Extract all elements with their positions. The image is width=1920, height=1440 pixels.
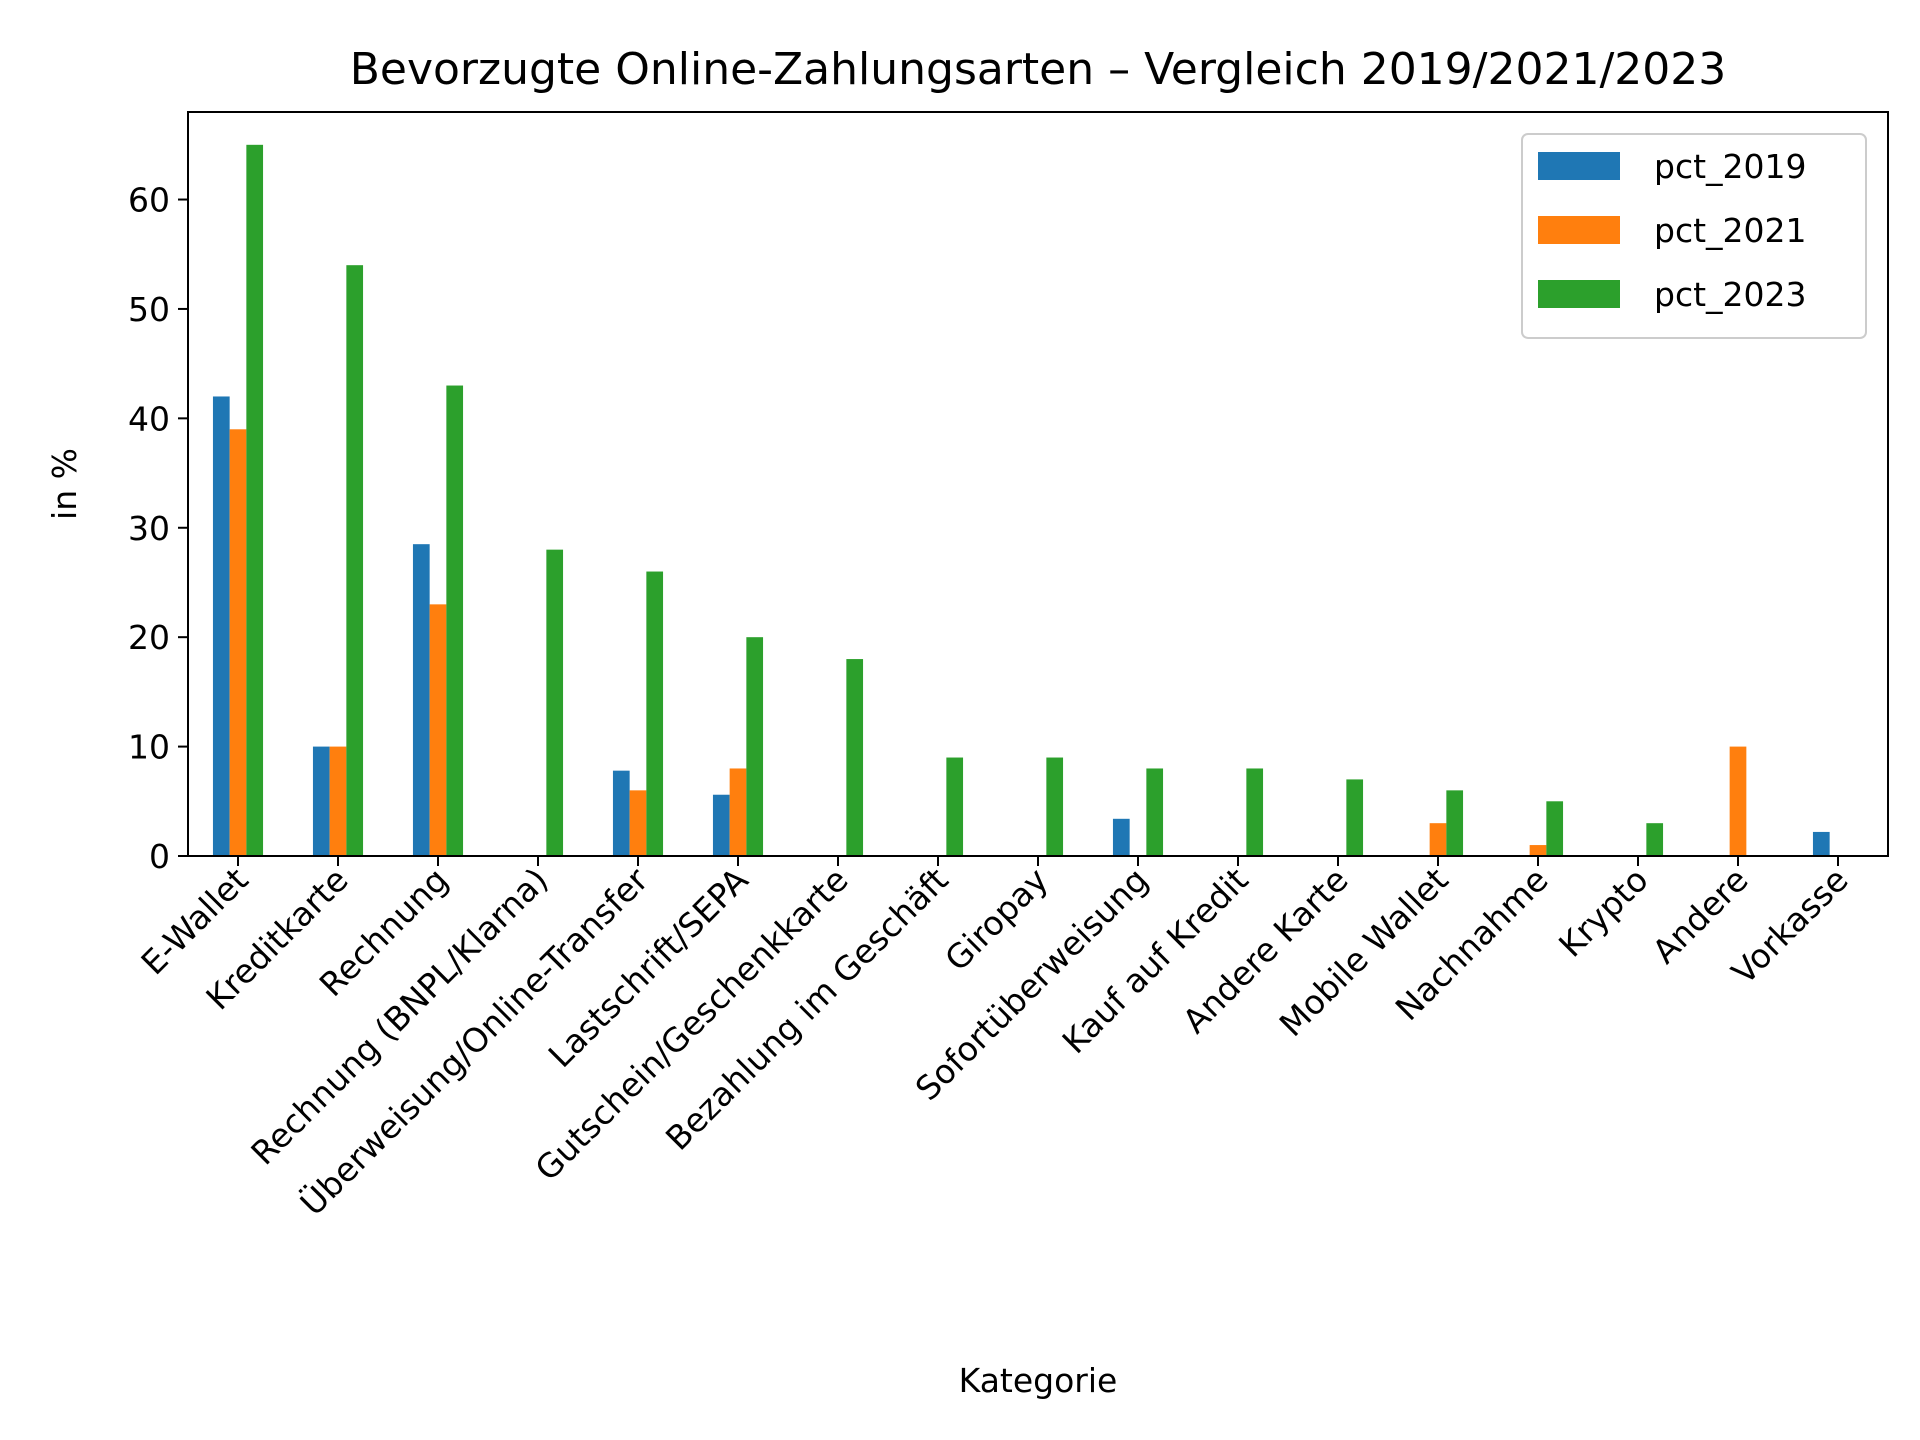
legend-label-pct_2021: pct_2021 bbox=[1654, 211, 1807, 250]
legend: pct_2019 pct_2021 pct_2023 bbox=[1521, 133, 1867, 339]
bar-pct_2023-0 bbox=[246, 144, 264, 856]
bar-pct_2023-13 bbox=[1546, 801, 1564, 856]
x-axis-label: Kategorie bbox=[959, 1361, 1118, 1400]
y-tick-label: 0 bbox=[149, 837, 170, 876]
y-tick-label: 50 bbox=[128, 290, 170, 329]
y-tick-label: 10 bbox=[128, 728, 170, 767]
bars-group bbox=[212, 144, 1830, 856]
bar-pct_2023-14 bbox=[1646, 823, 1664, 856]
bar-pct_2019-5 bbox=[712, 794, 730, 856]
bar-pct_2023-8 bbox=[1046, 757, 1064, 856]
bar-pct_2021-1 bbox=[329, 746, 347, 856]
bar-pct_2023-1 bbox=[346, 265, 364, 856]
bar-pct_2021-13 bbox=[1529, 845, 1547, 856]
legend-swatch-pct_2021 bbox=[1538, 216, 1620, 244]
bar-pct_2021-15 bbox=[1729, 746, 1747, 856]
bar-pct_2023-5 bbox=[746, 637, 764, 856]
bar-pct_2021-12 bbox=[1429, 823, 1447, 856]
bar-pct_2023-11 bbox=[1346, 779, 1364, 856]
bar-pct_2019-4 bbox=[612, 770, 630, 856]
y-axis-label: in % bbox=[45, 448, 84, 520]
bar-pct_2023-10 bbox=[1246, 768, 1264, 856]
bar-pct_2023-6 bbox=[846, 659, 864, 856]
bar-pct_2019-1 bbox=[312, 746, 330, 856]
bar-pct_2023-3 bbox=[546, 549, 564, 856]
bar-pct_2021-2 bbox=[429, 604, 447, 856]
bar-pct_2021-4 bbox=[629, 790, 647, 856]
legend-swatch-pct_2023 bbox=[1538, 280, 1620, 308]
y-tick-label: 20 bbox=[128, 618, 170, 657]
bar-pct_2019-16 bbox=[1812, 831, 1830, 856]
bar-pct_2023-9 bbox=[1146, 768, 1164, 856]
bar-pct_2023-7 bbox=[946, 757, 964, 856]
y-tick-label: 30 bbox=[128, 509, 170, 548]
y-tick-label: 40 bbox=[128, 399, 170, 438]
bar-pct_2021-0 bbox=[229, 429, 247, 856]
bar-pct_2023-4 bbox=[646, 571, 664, 856]
bar-pct_2023-12 bbox=[1446, 790, 1464, 856]
chart-title: Bevorzugte Online-Zahlungsarten – Vergle… bbox=[350, 44, 1727, 95]
y-axis: 0 10 20 30 40 50 60 bbox=[128, 181, 188, 876]
bar-pct_2019-0 bbox=[212, 396, 230, 856]
bar-pct_2019-9 bbox=[1112, 818, 1130, 856]
y-tick-label: 60 bbox=[128, 181, 170, 220]
legend-label-pct_2019: pct_2019 bbox=[1654, 147, 1807, 186]
bar-pct_2021-5 bbox=[729, 768, 747, 856]
legend-swatch-pct_2019 bbox=[1538, 152, 1620, 180]
legend-label-pct_2023: pct_2023 bbox=[1654, 275, 1807, 314]
bar-pct_2019-2 bbox=[412, 544, 430, 856]
bar-pct_2023-2 bbox=[446, 385, 464, 856]
